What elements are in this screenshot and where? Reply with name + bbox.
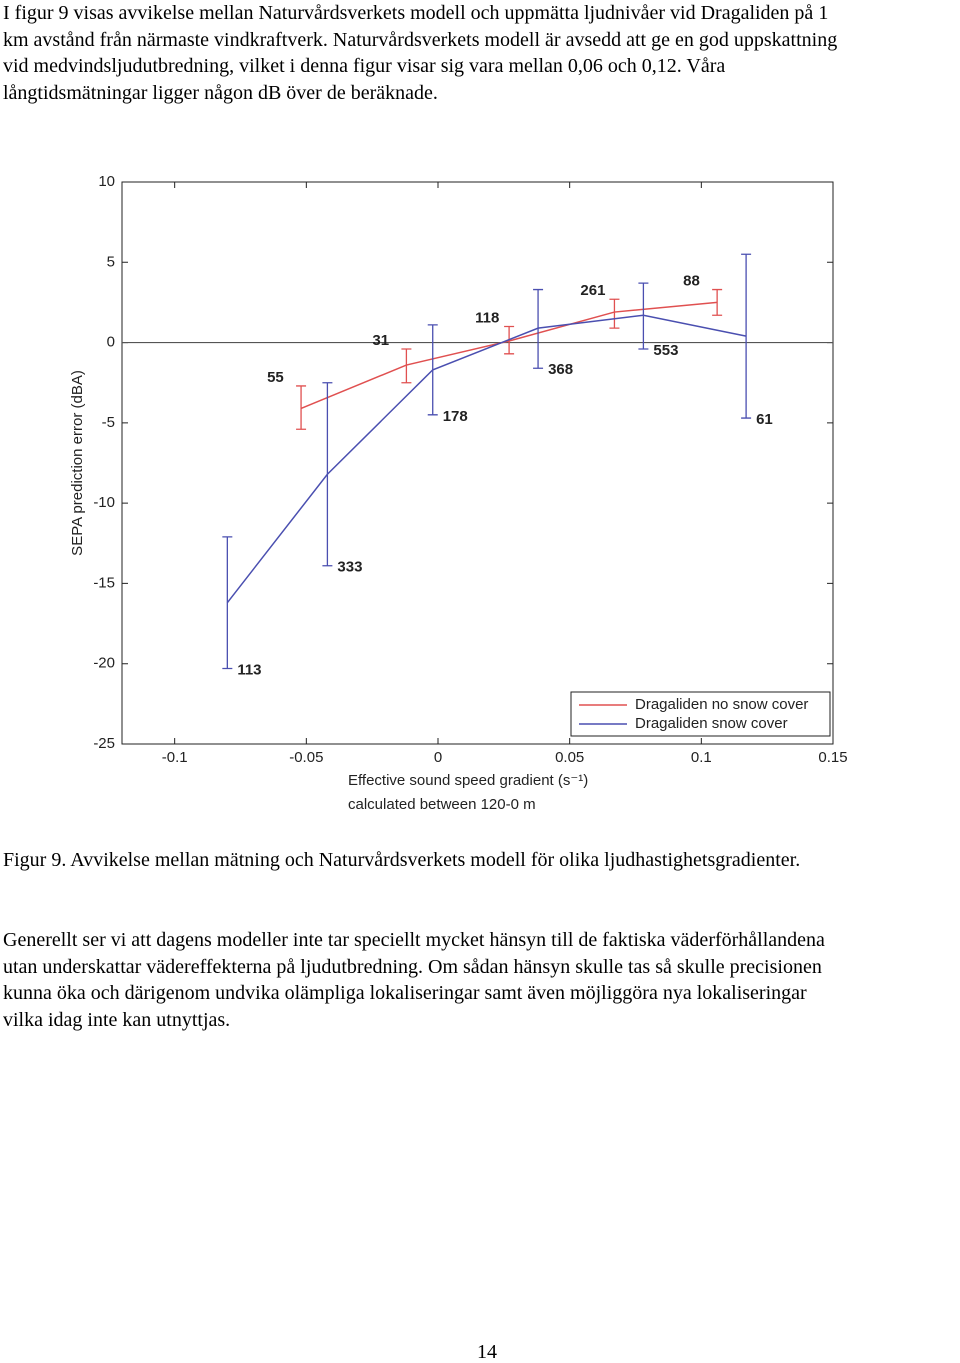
error-bar [322,382,333,567]
count-label: 61 [756,411,773,428]
text-line: vilka idag inte kan utnyttjas. [3,1009,231,1032]
legend-label: Dragaliden no snow cover [635,696,808,713]
x-tick-label: 0 [434,749,442,766]
error-bar [741,253,752,419]
figure-caption: Figur 9. Avvikelse mellan mätning och Na… [3,849,801,871]
x-tick-label: 0.15 [818,749,847,766]
count-label: 88 [683,273,700,290]
error-bar [296,385,307,430]
text-line: kunna öka och därigenom undvika olämplig… [3,982,807,1005]
count-label: 368 [548,361,573,378]
error-bar [712,288,723,316]
chart: -25 -20 -15 -10 -5 0 5 10 -0.1 -0.05 0 0.05 0.1 0.15 S… [69,173,848,813]
x-tick-label: -0.1 [162,749,188,766]
y-tick-label: -10 [93,494,115,511]
error-bar [222,536,233,670]
y-tick-label: 10 [98,173,115,190]
count-label: 261 [580,282,605,299]
count-label: 118 [475,309,499,326]
legend-label: Dragaliden snow cover [635,715,788,732]
error-bar [533,288,544,369]
y-tick-label: -5 [102,414,115,431]
count-label: 55 [267,369,284,386]
error-bar [638,282,649,350]
count-label: 178 [443,408,468,425]
error-bar [427,324,438,416]
count-label: 31 [372,332,389,349]
x-tick-label: 0.1 [691,749,712,766]
y-tick-label: 5 [107,253,115,270]
y-axis-label: SEPA prediction error (dBA) [69,370,86,556]
x-tick-label: -0.05 [289,749,323,766]
error-bar [609,298,620,329]
series-line [226,314,747,604]
x-tick-label: 0.05 [555,749,584,766]
text-line: vid medvindsljudutbredning, vilket i den… [3,55,726,77]
legend: Dragaliden no snow cover Dragaliden snow … [570,691,831,737]
text-line: utan underskattar vädereffekterna på lju… [3,955,822,978]
text-line: km avstånd från närmaste vindkraftverk. … [3,28,838,51]
text-line: Generellt ser vi att dagens modeller int… [3,929,825,951]
text-line: I figur 9 visas avvikelse mellan Naturvå… [3,2,829,24]
plot-area [121,181,834,745]
x-axis-label: Effective sound speed gradient (s⁻¹) [348,772,588,789]
y-tick-label: -20 [93,655,115,672]
count-label: 113 [237,662,261,679]
y-tick-label: -25 [93,735,115,752]
legend-box [570,691,831,737]
text-line: långtidsmätningar ligger någon dB över d… [3,81,438,104]
y-tick-label: -15 [93,574,115,591]
x-axis-label: calculated between 120-0 m [348,796,536,813]
page-number: 14 [477,1341,497,1363]
error-bar [401,348,412,384]
count-label: 553 [653,342,678,359]
count-label: 333 [337,559,362,576]
y-tick-label: 0 [107,334,115,351]
